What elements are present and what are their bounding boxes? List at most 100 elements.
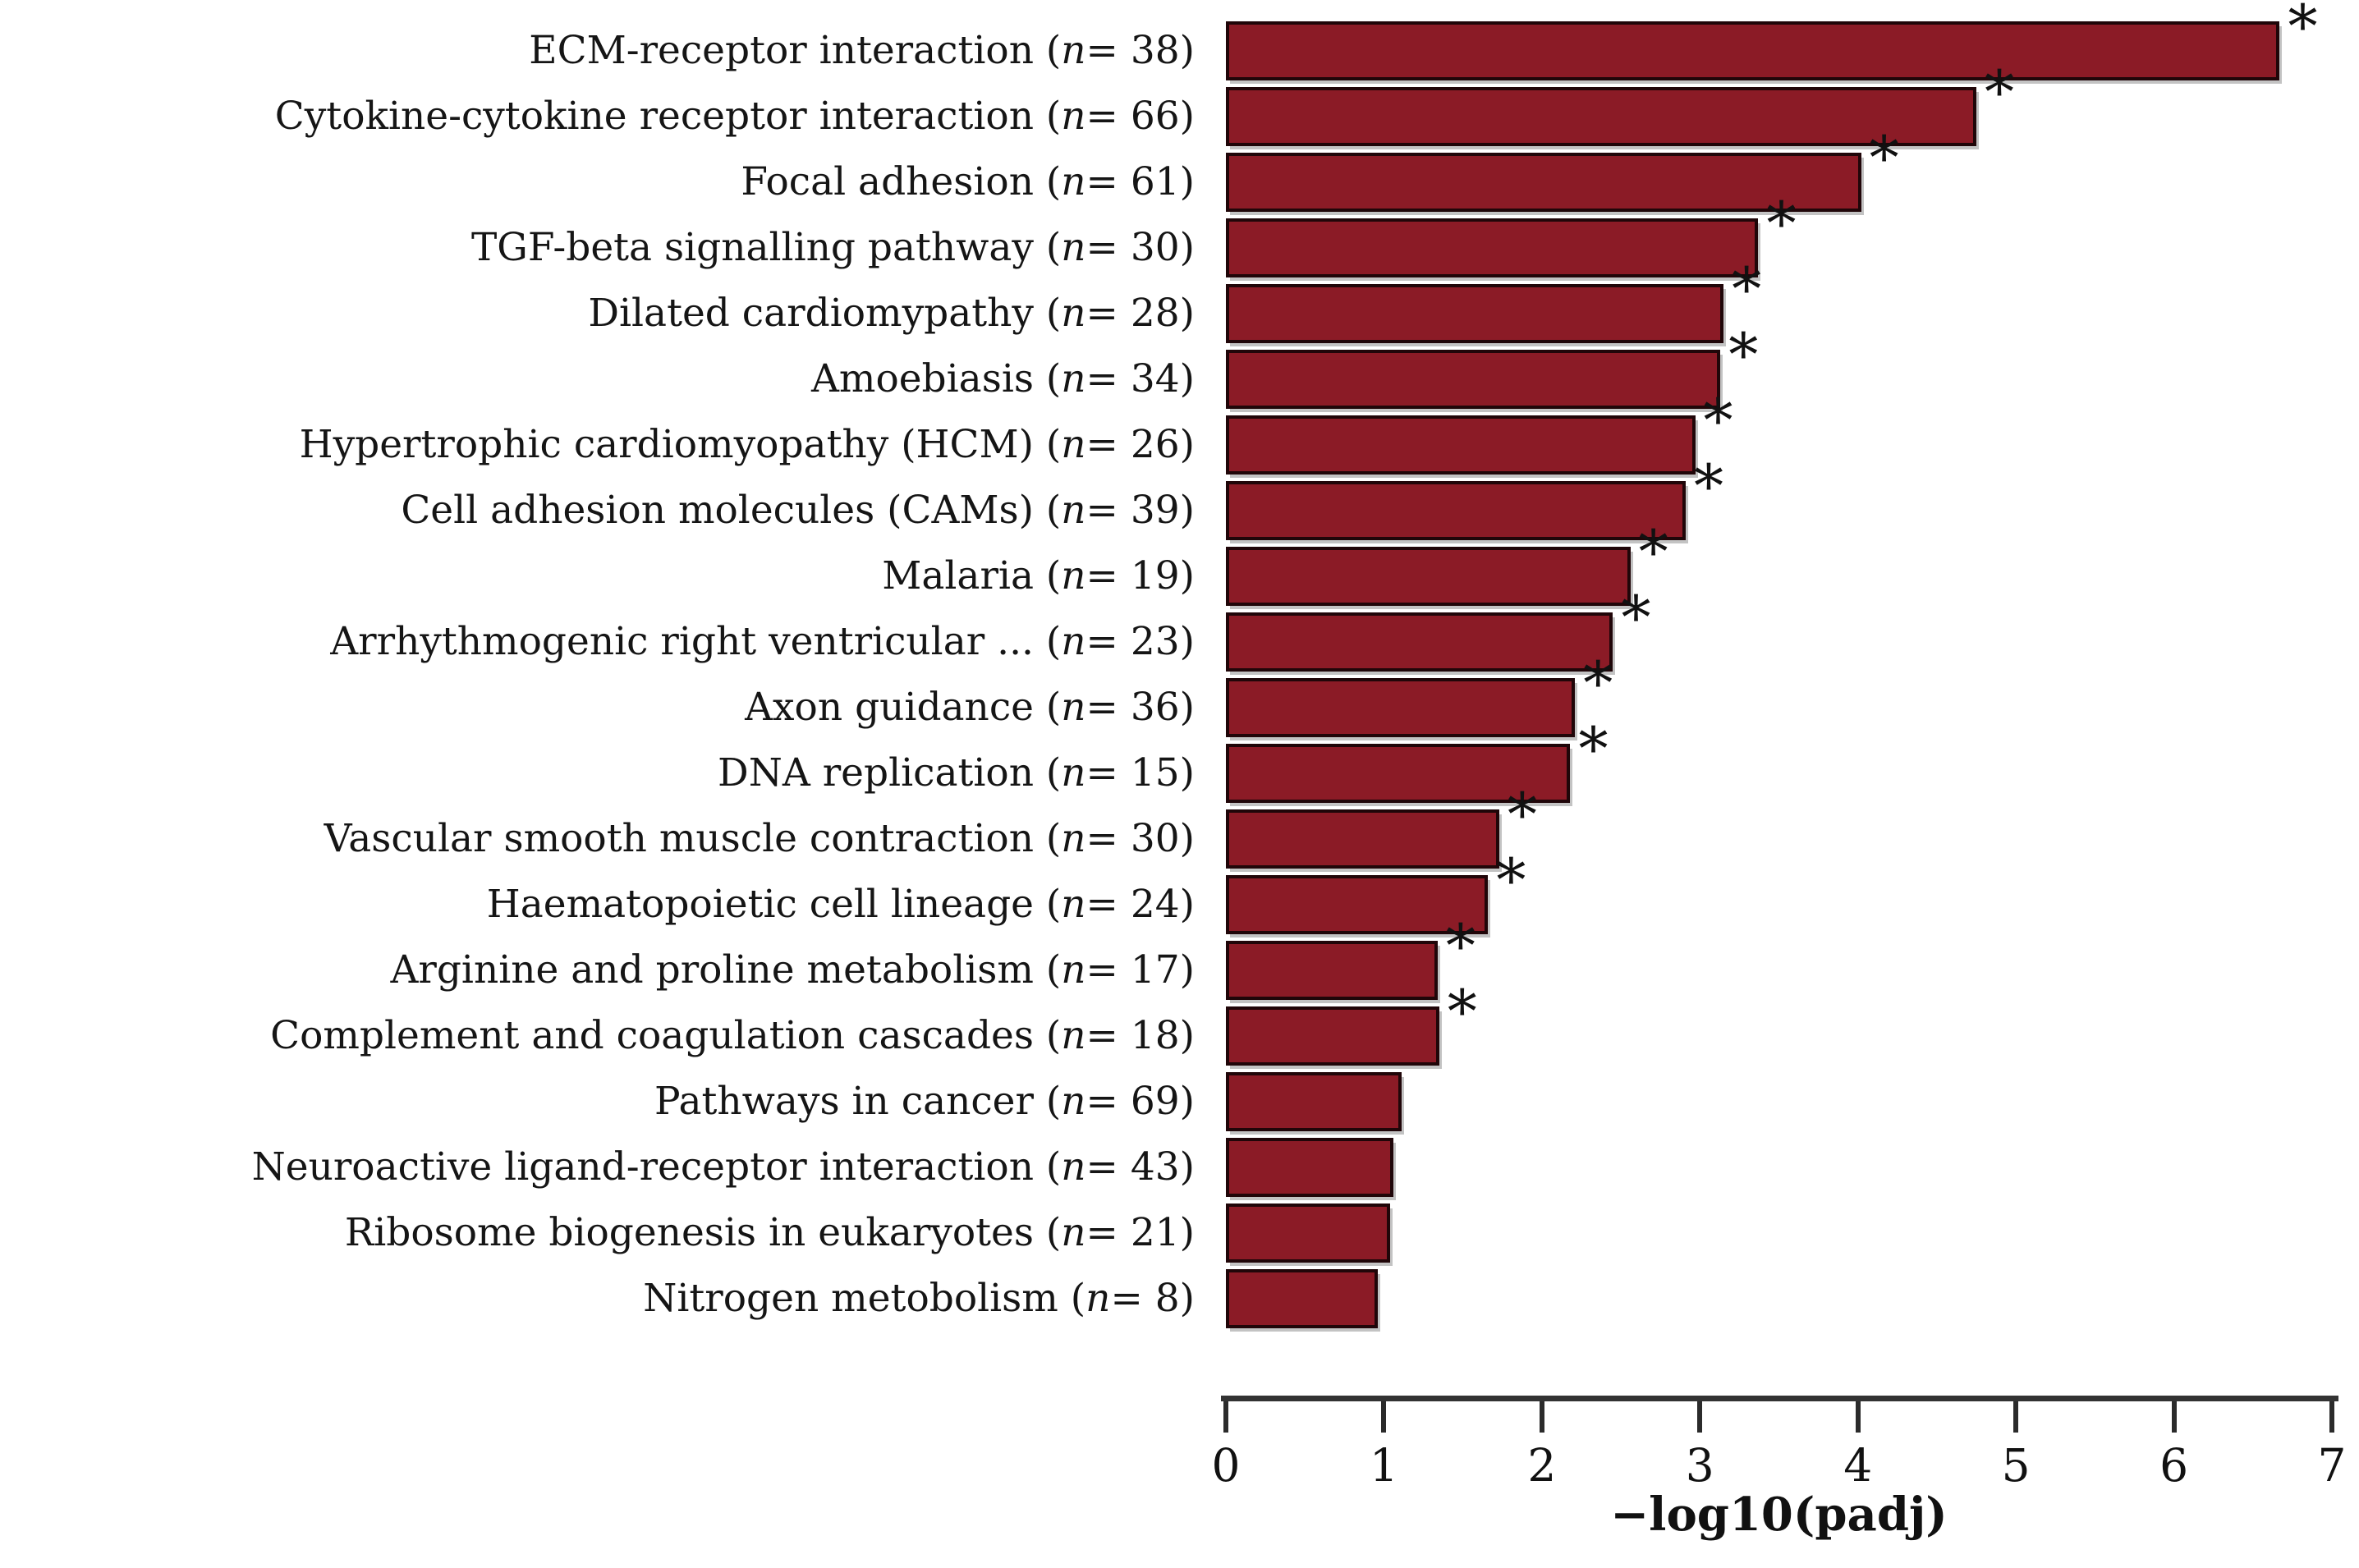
category-label: Nitrogen metobolism (n= 8) [643, 1276, 1195, 1321]
bar [1226, 153, 1861, 212]
category-label: ECM-receptor interaction (n= 38) [529, 28, 1195, 73]
bar-track: * [1226, 916, 2332, 1000]
x-axis-tick-label: 1 [1369, 1439, 1398, 1492]
significance-asterisk: * [1693, 452, 1723, 520]
significance-asterisk: * [1507, 780, 1537, 849]
n-symbol: n [1061, 356, 1086, 401]
bar [1226, 1006, 1439, 1066]
bar-track [1226, 1269, 2332, 1328]
bar-track [1226, 1204, 2332, 1263]
category-label: Dilated cardiomypathy (n= 28) [588, 291, 1195, 336]
significance-asterisk: * [1703, 386, 1733, 455]
n-symbol: n [1061, 882, 1086, 927]
n-symbol: n [1061, 488, 1086, 533]
category-label: Vascular smooth muscle contraction (n= 3… [324, 816, 1195, 861]
n-symbol: n [1061, 1013, 1086, 1058]
bar [1226, 350, 1721, 409]
significance-asterisk: * [2288, 0, 2318, 61]
chart-row: Arrhythmogenic right ventricular ... (n=… [0, 588, 2359, 675]
category-label: Cell adhesion molecules (CAMs) (n= 39) [401, 488, 1195, 533]
significance-asterisk: * [1732, 254, 1762, 323]
category-label: TGF-beta signalling pathway (n= 30) [470, 225, 1195, 270]
n-symbol: n [1061, 1210, 1086, 1255]
n-symbol: n [1061, 1144, 1086, 1190]
bar-track: * [1226, 522, 2332, 606]
chart-row: Complement and coagulation cascades (n= … [0, 982, 2359, 1069]
chart-row: Cell adhesion molecules (CAMs) (n= 39) * [0, 456, 2359, 543]
significance-asterisk: * [1985, 57, 2015, 126]
n-symbol: n [1061, 947, 1086, 993]
significance-asterisk: * [1578, 714, 1609, 783]
x-axis-tick-label: 3 [1685, 1439, 1714, 1492]
bar-track: * [1226, 588, 2332, 672]
chart-row: Focal adhesion (n= 61) * [0, 128, 2359, 215]
n-symbol: n [1061, 159, 1086, 204]
bar [1226, 612, 1613, 672]
x-axis-tick-label: 5 [2001, 1439, 2031, 1492]
n-symbol: n [1061, 750, 1086, 795]
n-symbol: n [1061, 619, 1086, 664]
bar-track [1226, 1072, 2332, 1131]
bar-track: * [1226, 456, 2332, 540]
category-label: Neuroactive ligand-receptor interaction … [251, 1144, 1195, 1190]
category-label: Arrhythmogenic right ventricular ... (n=… [330, 619, 1195, 664]
n-symbol: n [1061, 94, 1086, 139]
bar [1226, 218, 1759, 277]
category-label: Cytokine-cytokine receptor interaction (… [274, 94, 1195, 139]
x-axis: 0 1 2 3 4 5 6 7 [1212, 1396, 2347, 1560]
bar [1226, 284, 1724, 343]
bar [1226, 481, 1686, 540]
x-axis-tick-label: 7 [2317, 1439, 2347, 1492]
significance-asterisk: * [1447, 977, 1477, 1046]
n-symbol: n [1061, 291, 1086, 336]
x-axis-tick [1697, 1401, 1703, 1433]
chart-row: TGF-beta signalling pathway (n= 30) * [0, 194, 2359, 281]
x-axis-tick [2329, 1401, 2334, 1433]
category-label: Amoebiasis (n= 34) [810, 356, 1195, 401]
category-label: Focal adhesion (n= 61) [741, 159, 1195, 204]
bar [1226, 1269, 1378, 1328]
category-label: Malaria (n= 19) [882, 553, 1195, 598]
bar [1226, 1204, 1391, 1263]
chart-row: Hypertrophic cardiomyopathy (HCM) (n= 26… [0, 391, 2359, 478]
bar-track: * [1226, 325, 2332, 409]
significance-asterisk: * [1766, 189, 1797, 258]
bar [1226, 678, 1576, 737]
n-symbol: n [1061, 28, 1086, 73]
chart-row: Ribosome biogenesis in eukaryotes (n= 21… [0, 1200, 2359, 1266]
significance-asterisk: * [1638, 517, 1668, 586]
bar [1226, 21, 2280, 80]
chart-row: Cytokine-cytokine receptor interaction (… [0, 62, 2359, 149]
x-axis-tick [1855, 1401, 1861, 1433]
x-axis-tick-label: 2 [1527, 1439, 1557, 1492]
significance-asterisk: * [1583, 649, 1613, 718]
bar [1226, 809, 1499, 869]
chart-row: Vascular smooth muscle contraction (n= 3… [0, 785, 2359, 872]
x-axis-tick [1381, 1401, 1387, 1433]
bar-track [1226, 1138, 2332, 1197]
bar-track: * [1226, 0, 2332, 80]
chart-row: Amoebiasis (n= 34) * [0, 325, 2359, 412]
category-label: Complement and coagulation cascades (n= … [270, 1013, 1195, 1058]
x-axis-tick-label: 6 [2159, 1439, 2189, 1492]
x-axis-tick [2171, 1401, 2177, 1433]
chart-row: Nitrogen metobolism (n= 8) [0, 1266, 2359, 1332]
x-axis-tick [1223, 1401, 1228, 1433]
x-axis-tick-label: 4 [1843, 1439, 1873, 1492]
bar-track: * [1226, 653, 2332, 737]
bar-track: * [1226, 785, 2332, 869]
bar [1226, 1072, 1402, 1131]
bar-track: * [1226, 391, 2332, 475]
significance-asterisk: * [1621, 583, 1651, 652]
x-axis-tick-label: 0 [1211, 1439, 1241, 1492]
category-label: Axon guidance (n= 36) [745, 685, 1195, 730]
bar [1226, 547, 1631, 606]
bar-track: * [1226, 982, 2332, 1066]
significance-asterisk: * [1496, 846, 1526, 915]
chart-row: Neuroactive ligand-receptor interaction … [0, 1135, 2359, 1200]
category-label: Hypertrophic cardiomyopathy (HCM) (n= 26… [299, 422, 1195, 467]
chart-row: Axon guidance (n= 36) * [0, 653, 2359, 740]
category-label: Arginine and proline metabolism (n= 17) [390, 947, 1195, 993]
chart-row: Haematopoietic cell lineage (n= 24) * [0, 850, 2359, 938]
category-label: Pathways in cancer (n= 69) [654, 1079, 1195, 1124]
